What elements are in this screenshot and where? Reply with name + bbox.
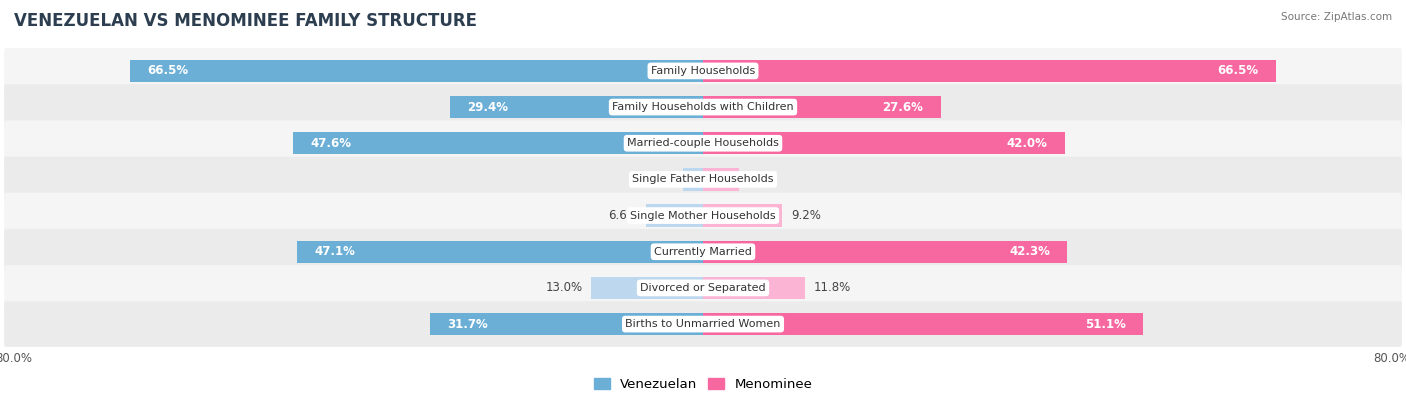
- Bar: [703, 96, 941, 118]
- Bar: [703, 168, 740, 191]
- Text: Family Households: Family Households: [651, 66, 755, 76]
- Bar: [683, 168, 703, 191]
- Bar: [703, 241, 1067, 263]
- Legend: Venezuelan, Menominee: Venezuelan, Menominee: [589, 374, 817, 395]
- FancyBboxPatch shape: [4, 48, 1402, 94]
- Text: 42.0%: 42.0%: [1007, 137, 1047, 150]
- Bar: [131, 60, 703, 82]
- Bar: [703, 132, 1064, 154]
- Text: Single Father Households: Single Father Households: [633, 175, 773, 184]
- Text: 6.6%: 6.6%: [607, 209, 637, 222]
- Text: 9.2%: 9.2%: [790, 209, 821, 222]
- Text: 11.8%: 11.8%: [813, 281, 851, 294]
- Text: 47.1%: 47.1%: [315, 245, 356, 258]
- Text: 42.3%: 42.3%: [1010, 245, 1050, 258]
- Text: 4.2%: 4.2%: [748, 173, 778, 186]
- Bar: [298, 241, 703, 263]
- FancyBboxPatch shape: [4, 229, 1402, 275]
- FancyBboxPatch shape: [4, 193, 1402, 238]
- Text: 31.7%: 31.7%: [447, 318, 488, 331]
- FancyBboxPatch shape: [4, 120, 1402, 166]
- Text: Births to Unmarried Women: Births to Unmarried Women: [626, 319, 780, 329]
- Bar: [591, 277, 703, 299]
- FancyBboxPatch shape: [4, 157, 1402, 202]
- Bar: [647, 204, 703, 227]
- Text: Single Mother Households: Single Mother Households: [630, 211, 776, 220]
- Bar: [703, 60, 1275, 82]
- Text: 2.3%: 2.3%: [645, 173, 675, 186]
- Text: 51.1%: 51.1%: [1085, 318, 1126, 331]
- Text: 13.0%: 13.0%: [546, 281, 582, 294]
- Bar: [292, 132, 703, 154]
- Text: VENEZUELAN VS MENOMINEE FAMILY STRUCTURE: VENEZUELAN VS MENOMINEE FAMILY STRUCTURE: [14, 12, 477, 30]
- Text: Divorced or Separated: Divorced or Separated: [640, 283, 766, 293]
- FancyBboxPatch shape: [4, 84, 1402, 130]
- Bar: [703, 313, 1143, 335]
- Bar: [703, 277, 804, 299]
- Text: 47.6%: 47.6%: [311, 137, 352, 150]
- Text: Family Households with Children: Family Households with Children: [612, 102, 794, 112]
- Text: 66.5%: 66.5%: [148, 64, 188, 77]
- Bar: [450, 96, 703, 118]
- Text: 27.6%: 27.6%: [883, 101, 924, 114]
- Bar: [430, 313, 703, 335]
- Text: 29.4%: 29.4%: [467, 101, 508, 114]
- Text: Source: ZipAtlas.com: Source: ZipAtlas.com: [1281, 12, 1392, 22]
- FancyBboxPatch shape: [4, 265, 1402, 311]
- Bar: [703, 204, 782, 227]
- Text: Married-couple Households: Married-couple Households: [627, 138, 779, 148]
- Text: Currently Married: Currently Married: [654, 247, 752, 257]
- Text: 66.5%: 66.5%: [1218, 64, 1258, 77]
- FancyBboxPatch shape: [4, 301, 1402, 347]
